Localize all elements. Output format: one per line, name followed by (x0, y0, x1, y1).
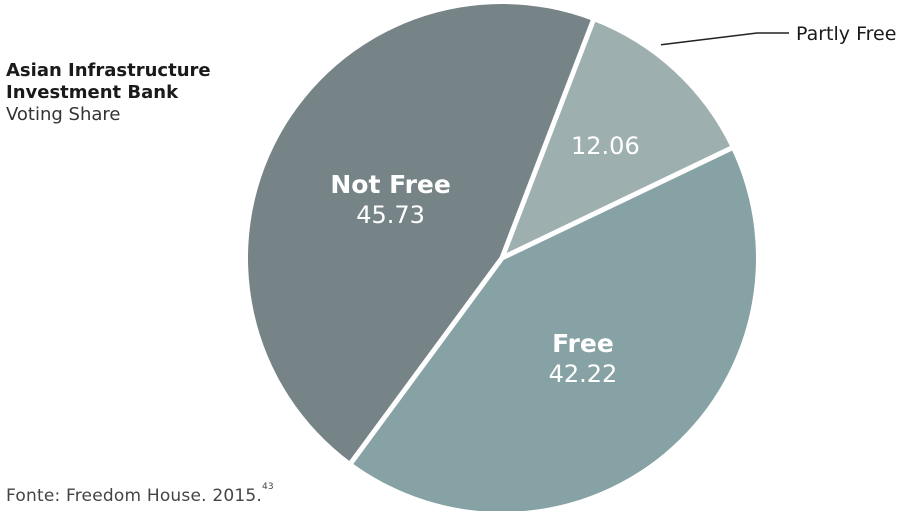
pie-slice-partly-free (502, 20, 732, 258)
slice-separator (348, 256, 505, 466)
slice-value-partly-free: 12.06 (571, 132, 640, 160)
pie-slice-free (351, 148, 756, 511)
pie-slice-not-free (248, 4, 594, 463)
source-note: Fonte: Freedom House. 2015.43 (6, 482, 274, 506)
slice-value-free: 42.22 (549, 360, 618, 388)
slice-separator (500, 145, 734, 261)
slice-label-partly-free: Partly Free (796, 23, 896, 45)
chart-subtitle: Voting Share (6, 104, 121, 125)
slice-separator (499, 18, 597, 259)
chart-title-line-2: Investment Bank (6, 82, 179, 103)
source-footnote: 43 (261, 482, 274, 492)
pie-slices (248, 4, 756, 511)
slice-label-not-free: Not Free (330, 170, 450, 199)
chart-title-line-1: Asian Infrastructure (6, 60, 211, 81)
slice-label-free: Free (552, 329, 614, 358)
source-text: Fonte: Freedom House. 2015. (6, 486, 262, 506)
chart-title-block: Asian Infrastructure Investment Bank Vot… (6, 60, 211, 126)
slice-value-not-free: 45.73 (356, 201, 425, 229)
pie-separators (348, 18, 734, 466)
leader-line-partly-free (660, 32, 789, 46)
